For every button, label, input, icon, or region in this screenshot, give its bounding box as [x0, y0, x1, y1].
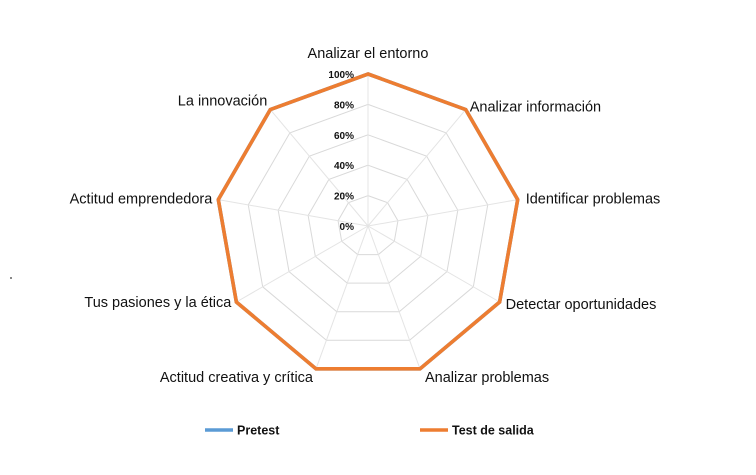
tick-label-0: 0% — [340, 222, 355, 233]
spoke-4 — [367, 225, 421, 370]
spoke-2 — [367, 199, 518, 227]
spoke-1 — [367, 109, 467, 227]
series-line-1 — [216, 72, 520, 371]
legend-label-1: Test de salida — [452, 424, 535, 438]
category-label-0: Analizar el entorno — [308, 46, 429, 62]
spoke-8 — [269, 109, 369, 227]
stray-dot — [10, 277, 12, 279]
category-label-5: Actitud creativa y crítica — [160, 370, 314, 386]
radial-tick-labels: 0% 20% 40% 60% 80% 100% — [328, 70, 354, 233]
grid-ring-1 — [337, 195, 399, 256]
category-label-4: Analizar problemas — [425, 370, 549, 386]
legend-label-0: Pretest — [237, 424, 280, 438]
spoke-3 — [367, 225, 500, 303]
category-label-3: Detectar oportunidades — [506, 297, 657, 313]
category-label-6: Tus pasiones y la ética — [84, 295, 232, 311]
tick-label-4: 80% — [334, 100, 354, 111]
category-label-1: Analizar información — [470, 100, 601, 116]
grid-ring-3 — [277, 134, 459, 313]
tick-label-2: 40% — [334, 161, 354, 172]
category-label-8: La innovación — [178, 94, 268, 110]
tick-label-5: 100% — [328, 70, 354, 81]
tick-label-3: 60% — [334, 131, 354, 142]
category-label-7: Actitud emprendedora — [70, 192, 214, 208]
tick-label-1: 20% — [334, 192, 354, 203]
spoke-7 — [218, 199, 369, 227]
spoke-5 — [315, 225, 369, 370]
spoke-6 — [236, 225, 369, 303]
legend: Pretest Test de salida — [205, 424, 535, 438]
grid-ring-4 — [247, 103, 489, 341]
grid-ring-2 — [307, 164, 429, 284]
category-label-2: Identificar problemas — [526, 192, 661, 208]
category-labels: Analizar el entorno Analizar información I… — [70, 46, 661, 386]
radar-series — [216, 72, 520, 371]
